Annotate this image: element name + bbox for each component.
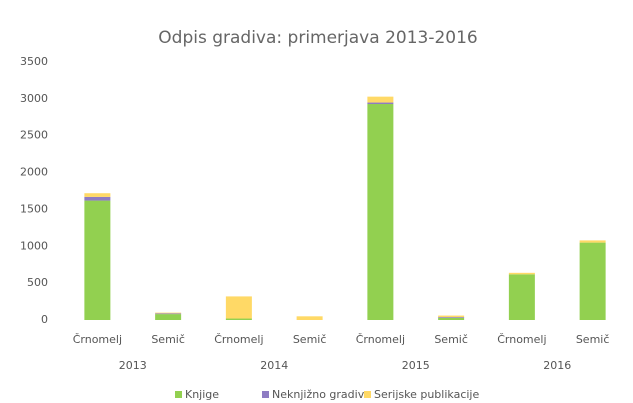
group-label: 2015	[402, 359, 430, 372]
group-label: 2013	[119, 359, 147, 372]
bar-segment	[367, 104, 394, 320]
y-tick-label: 500	[27, 276, 48, 289]
x-tick-label: Črnomelj	[497, 333, 546, 346]
legend-swatch	[364, 391, 371, 398]
bar-segment	[508, 274, 535, 320]
x-tick-label: Črnomelj	[356, 333, 405, 346]
bar-segment	[84, 196, 111, 201]
chart-title: Odpis gradiva: primerjava 2013-2016	[158, 28, 477, 48]
legend-label: Knjige	[185, 388, 219, 401]
legend-swatch	[262, 391, 269, 398]
y-tick-label: 1500	[20, 202, 48, 215]
bar-segment	[438, 317, 465, 320]
bar-segment	[367, 96, 394, 103]
legend-label: Serijske publikacije	[374, 388, 479, 401]
x-tick-label: Semič	[151, 333, 185, 346]
x-tick-label: Semič	[576, 333, 610, 346]
y-tick-label: 3500	[20, 55, 48, 68]
bar-segment	[508, 272, 535, 275]
bar-segment	[225, 296, 252, 319]
x-tick-label: Črnomelj	[214, 333, 263, 346]
y-tick-label: 1000	[20, 239, 48, 252]
bar-segment	[155, 314, 182, 320]
group-label: 2014	[260, 359, 288, 372]
x-tick-label: Črnomelj	[73, 333, 122, 346]
y-tick-label: 0	[41, 313, 48, 326]
legend-label: Neknjižno gradivo	[272, 388, 371, 401]
x-tick-label: Semič	[434, 333, 468, 346]
bar-segment	[84, 193, 111, 197]
bar-segment	[579, 242, 606, 320]
bar-segment	[225, 318, 252, 320]
bar-segment	[579, 240, 606, 243]
bar-segment	[155, 313, 182, 315]
bar-segment	[296, 316, 323, 320]
group-label: 2016	[543, 359, 571, 372]
bar-segment	[438, 317, 465, 318]
y-tick-label: 2000	[20, 166, 48, 179]
bar-segment	[155, 312, 182, 314]
legend-swatch	[175, 391, 182, 398]
x-tick-label: Semič	[293, 333, 327, 346]
y-tick-label: 3000	[20, 92, 48, 105]
y-tick-label: 2500	[20, 129, 48, 142]
bar-segment	[367, 102, 394, 105]
bar-segment	[438, 315, 465, 318]
bar-segment	[84, 200, 111, 320]
